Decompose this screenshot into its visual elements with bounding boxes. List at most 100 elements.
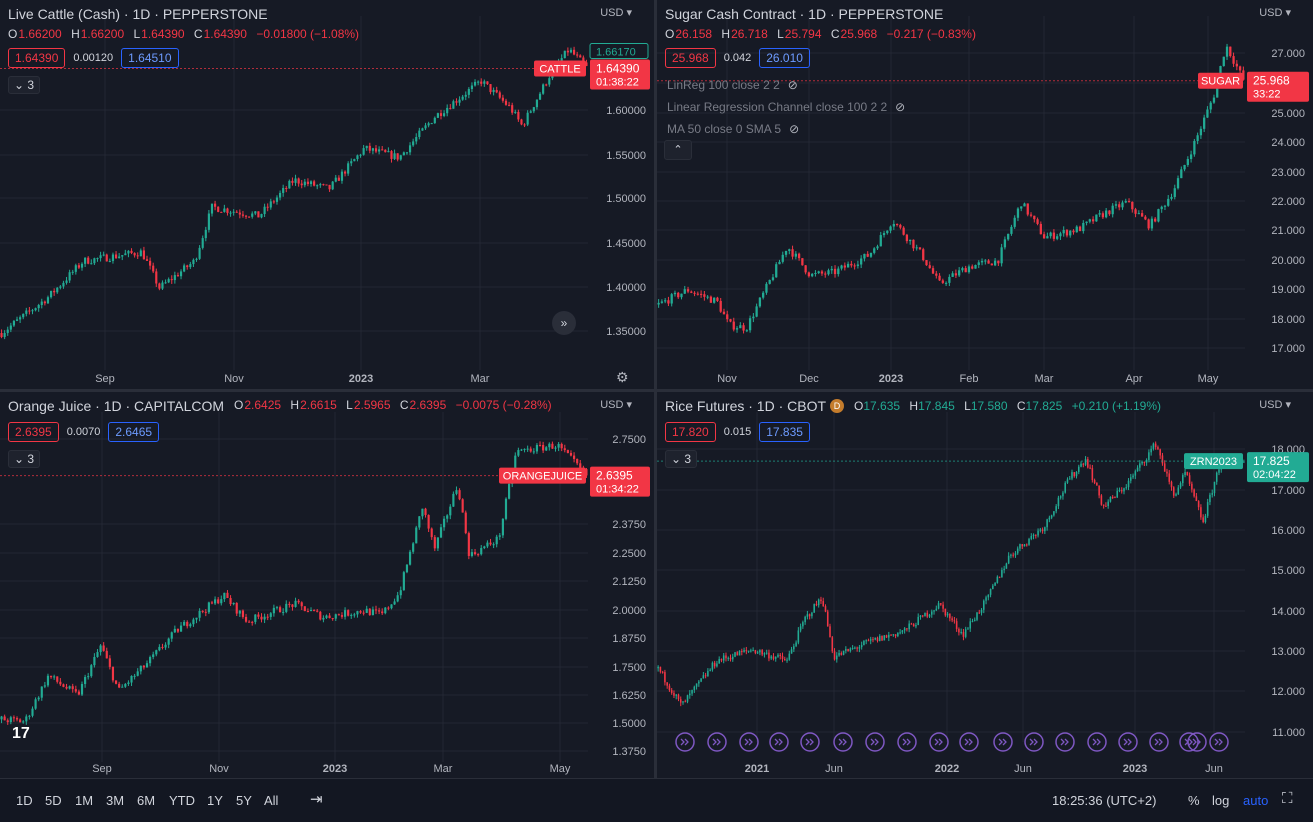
scroll-to-realtime-button[interactable]: » bbox=[552, 311, 576, 335]
currency-selector[interactable]: USD ▾ bbox=[600, 7, 632, 19]
candle-body bbox=[563, 50, 566, 59]
candle-body bbox=[732, 321, 735, 330]
symbol-title[interactable]: Rice Futures · 1D · CBOT D O17.635 H17.8… bbox=[665, 398, 1161, 414]
candle-body bbox=[483, 546, 486, 549]
currency-selector[interactable]: USD ▾ bbox=[600, 399, 632, 411]
candle-body bbox=[1191, 483, 1193, 490]
symbol-title[interactable]: Orange Juice · 1D · CAPITALCOM O2.6425 H… bbox=[8, 398, 558, 414]
event-marker-icon bbox=[833, 732, 853, 752]
candle-body bbox=[1193, 140, 1196, 155]
candle-body bbox=[486, 542, 489, 547]
horizontal-pane-divider[interactable] bbox=[0, 389, 1313, 392]
candle-body bbox=[65, 280, 68, 283]
candle-body bbox=[951, 273, 954, 277]
sell-button[interactable]: 17.820 bbox=[665, 422, 716, 442]
indicator-ma[interactable]: MA 50 close 0 SMA 5 ⊘ bbox=[667, 122, 800, 136]
indicator-linreg-channel[interactable]: Linear Regression Channel close 100 2 2 ⊘ bbox=[667, 100, 906, 114]
candle-body bbox=[1229, 46, 1232, 57]
candle-body bbox=[734, 652, 736, 657]
currency-selector[interactable]: USD ▾ bbox=[1259, 399, 1291, 411]
collapse-up-chevron-icon[interactable]: ⌃ bbox=[664, 140, 692, 160]
candle-body bbox=[443, 518, 446, 528]
eye-hidden-icon[interactable]: ⊘ bbox=[895, 100, 906, 114]
symbol-title[interactable]: Live Cattle (Cash) · 1D · PEPPERSTONE bbox=[8, 6, 268, 22]
collapse-indicators-button[interactable]: ⌄ 3 bbox=[665, 450, 698, 468]
range-all-button[interactable]: All bbox=[264, 793, 279, 808]
range-1d-button[interactable]: 1D bbox=[16, 793, 33, 808]
currency-selector[interactable]: USD ▾ bbox=[1259, 7, 1291, 19]
trade-buttons: 17.820 0.015 17.835 bbox=[665, 422, 810, 442]
settings-gear-icon[interactable]: ⚙ bbox=[616, 369, 629, 385]
date-range-calendar-icon[interactable]: ⇥ bbox=[310, 791, 323, 808]
sell-button[interactable]: 2.6395 bbox=[8, 422, 59, 442]
chart-pane-sugar[interactable]: 27.00026.00025.00024.00023.00022.00021.0… bbox=[657, 0, 1313, 389]
chart-pane-cattle[interactable]: 1.60000 1.55000 1.50000 1.45000 1.40000 1.350… bbox=[0, 0, 654, 389]
candle-body bbox=[771, 277, 775, 280]
event-marker-icon bbox=[1149, 732, 1169, 752]
candle-body bbox=[133, 675, 136, 677]
range-1m-button[interactable]: 1M bbox=[75, 793, 94, 808]
range-1y-button[interactable]: 1Y bbox=[207, 793, 223, 808]
buy-button[interactable]: 2.6465 bbox=[108, 422, 160, 442]
candle-body bbox=[946, 613, 949, 616]
candle-body bbox=[1116, 490, 1119, 498]
range-5d-button[interactable]: 5D bbox=[45, 793, 62, 808]
candle-body bbox=[1183, 164, 1186, 170]
clock-display[interactable]: 18:25:36 (UTC+2) bbox=[1052, 793, 1157, 808]
candle-body bbox=[96, 652, 99, 657]
candle-body bbox=[739, 325, 742, 329]
range-6m-button[interactable]: 6M bbox=[137, 793, 156, 808]
fullscreen-icon[interactable]: ⛶ bbox=[1282, 790, 1293, 807]
candle-body bbox=[371, 148, 374, 151]
eye-hidden-icon[interactable]: ⊘ bbox=[789, 122, 800, 136]
eye-hidden-icon[interactable]: ⊘ bbox=[787, 78, 798, 92]
candle-body bbox=[523, 448, 526, 450]
candle-body bbox=[700, 678, 702, 682]
buy-button[interactable]: 26.010 bbox=[759, 48, 810, 68]
price-axis-tick: 12.000 bbox=[1271, 686, 1305, 698]
candle-body bbox=[811, 612, 813, 617]
candle-body bbox=[912, 624, 915, 627]
sell-button[interactable]: 1.64390 bbox=[8, 48, 66, 68]
buy-button[interactable]: 17.835 bbox=[759, 422, 810, 442]
range-3m-button[interactable]: 3M bbox=[106, 793, 125, 808]
candle-body bbox=[703, 294, 706, 297]
last-price-value: 1.64390 bbox=[596, 61, 640, 75]
candle-body bbox=[811, 273, 814, 277]
indicator-linreg[interactable]: LinReg 100 close 2 2 ⊘ bbox=[667, 78, 798, 92]
candle-body bbox=[158, 646, 161, 651]
sugar-chart-canvas[interactable]: 27.00026.00025.00024.00023.00022.00021.0… bbox=[657, 0, 1313, 389]
percent-scale-toggle[interactable]: % bbox=[1188, 793, 1200, 808]
candle-body bbox=[195, 258, 198, 260]
candle-body bbox=[668, 685, 671, 691]
collapse-indicators-button[interactable]: ⌄ 3 bbox=[8, 76, 41, 94]
rice-chart-canvas[interactable]: 18.00017.00016.00015.00014.00013.00012.0… bbox=[657, 392, 1313, 778]
chart-pane-orange-juice[interactable]: 2.7500 2.3750 2.2500 2.1250 2.0000 1.8750 1.75… bbox=[0, 392, 654, 778]
sell-button[interactable]: 25.968 bbox=[665, 48, 716, 68]
candle-body bbox=[1096, 482, 1098, 486]
tradingview-logo[interactable]: 17 bbox=[12, 725, 30, 742]
symbol-title[interactable]: Sugar Cash Contract · 1D · PEPPERSTONE bbox=[665, 6, 944, 22]
candle-body bbox=[408, 551, 412, 565]
range-ytd-button[interactable]: YTD bbox=[169, 793, 195, 808]
log-scale-toggle[interactable]: log bbox=[1212, 793, 1230, 808]
auto-scale-toggle[interactable]: auto bbox=[1243, 793, 1269, 808]
candle-body bbox=[501, 97, 504, 101]
trade-buttons: 25.968 0.042 26.010 bbox=[665, 48, 810, 68]
candle-body bbox=[1184, 472, 1186, 476]
range-5y-button[interactable]: 5Y bbox=[236, 793, 252, 808]
candle-body bbox=[958, 270, 961, 276]
candle-body bbox=[1199, 128, 1203, 136]
cattle-chart-canvas[interactable]: 1.60000 1.55000 1.50000 1.45000 1.40000 1.350… bbox=[0, 0, 654, 389]
buy-button[interactable]: 1.64510 bbox=[121, 48, 179, 68]
candle-body bbox=[560, 58, 563, 62]
chart-pane-rice[interactable]: 18.000 17.000 16.000 15.000 14.000 13.000 12.0… bbox=[657, 392, 1313, 778]
candle-body bbox=[532, 451, 535, 453]
candle-body bbox=[1068, 478, 1071, 480]
price-axis-tick: 1.55000 bbox=[606, 150, 646, 162]
delayed-data-badge[interactable]: D bbox=[830, 399, 845, 413]
collapse-indicators-button[interactable]: ⌄ 3 bbox=[8, 450, 41, 468]
orange-juice-chart-canvas[interactable]: 2.7500 2.3750 2.2500 2.1250 2.0000 1.8750 1.75… bbox=[0, 392, 654, 778]
candle-body bbox=[677, 694, 680, 700]
candle-body bbox=[1143, 461, 1146, 463]
